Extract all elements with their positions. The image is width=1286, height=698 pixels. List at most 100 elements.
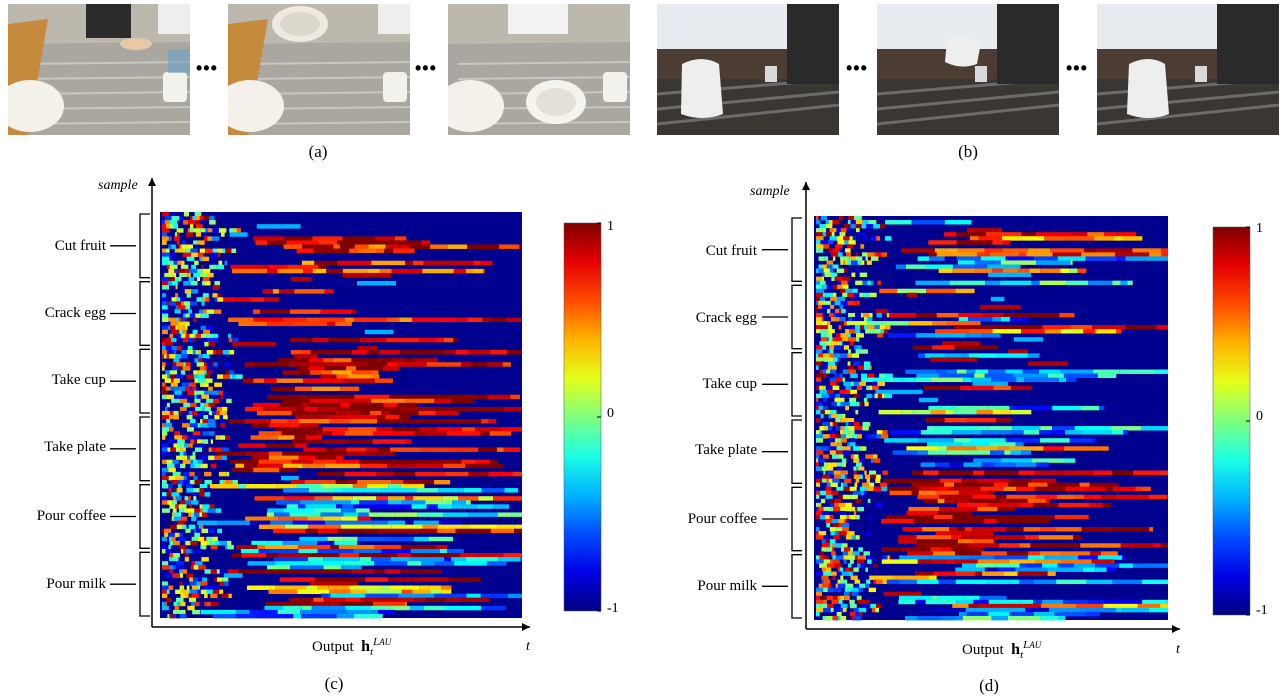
heatmap-cell [816,353,819,358]
heatmap-cell [920,462,936,467]
heatmap-cell [329,589,351,595]
heatmap-cell [172,366,179,371]
heatmap-cell [222,394,231,400]
heatmap-cell [979,304,1021,310]
heatmap-cell [858,587,864,593]
activation-streaks [816,216,1168,621]
heatmap-cell [949,462,964,467]
heatmap-cell [837,296,845,302]
group-bracket [139,281,150,346]
heatmap-cell [884,438,919,443]
heatmap-cell [1092,325,1126,330]
heatmap-cell [480,260,493,266]
heatmap-cell [222,447,229,452]
heatmap-cell [465,500,471,505]
heatmap-cell [207,419,216,424]
heatmap-cell [324,463,361,469]
heatmap-cell [167,325,171,331]
heatmap-cell [972,494,996,500]
heatmap-cell [216,569,220,574]
heatmap-cell [826,260,834,265]
heatmap-cell [166,589,170,595]
heatmap-cell [191,561,195,566]
heatmap-cell [834,543,842,548]
heatmap-cell [816,409,821,415]
heatmap-cell [829,381,837,387]
heatmap-cell [162,496,167,501]
heatmap-cell [204,236,208,241]
heatmap-cell [818,458,826,463]
heatmap-cell [346,415,377,420]
heatmap-cell [197,410,205,416]
heatmap-cell [849,567,854,572]
heatmap-cell [821,276,824,282]
heatmap-cell [840,353,848,358]
heatmap-cell [952,514,971,520]
heatmap-cell [267,565,291,570]
heatmap-cell [967,228,1003,233]
heatmap-cell [169,569,173,574]
heatmap-cell [841,523,850,528]
heatmap-cell [385,244,411,249]
heatmap-cell [1112,470,1121,475]
heatmap-cell [191,264,196,270]
heatmap-cell [425,500,453,505]
heatmap-cell [1125,325,1157,330]
heatmap-cell [832,284,838,290]
heatmap-cell [413,260,424,266]
heatmap-cell [1079,482,1090,488]
heatmap-cell [187,398,191,404]
heatmap-cell [848,551,853,556]
heatmap-cell [885,373,893,378]
heatmap-cell [167,439,171,444]
heatmap-cell [972,312,983,318]
group-bracket [139,484,150,549]
heatmap-cell [935,531,953,536]
heatmap-cell [337,240,351,245]
heatmap-cell [224,260,228,266]
heatmap-cell [831,519,839,524]
heatmap-cell [328,585,350,590]
heatmap-cell [870,474,877,479]
heatmap-cell [209,540,216,546]
heatmap-cell [377,504,412,509]
heatmap-cell [845,422,849,427]
heatmap-cell [162,386,166,392]
heatmap-cell [934,486,951,492]
heatmap-cell [200,609,237,615]
heatmap-cell [449,447,458,452]
heatmap-cell [415,471,446,477]
heatmap-cell [1069,268,1078,273]
heatmap-cell [371,370,379,375]
heatmap-cell [836,486,844,492]
heatmap-cell [486,561,507,566]
heatmap-cell [220,423,226,428]
heatmap-cell [830,531,835,536]
heatmap-cell [180,370,186,375]
heatmap-cell [339,601,374,607]
heatmap-cell [827,587,834,593]
heatmap-cell [978,236,1002,241]
heatmap-cell [375,358,392,363]
heatmap-cell [387,577,397,582]
heatmap-cell [1123,430,1129,435]
heatmap-cell [375,236,396,241]
heatmap-cell [212,293,218,298]
heatmap-cell [867,252,874,257]
heatmap-cell [167,447,171,452]
heatmap-cell [826,373,835,378]
heatmap-cell [169,553,174,558]
heatmap-cell [840,228,847,233]
heatmap-cell [889,490,912,496]
heatmap-cell [1104,599,1114,605]
heatmap-cell [312,236,343,241]
heatmap-cell [345,605,371,611]
ellipsis: ••• [196,58,218,78]
heatmap-cell [956,599,974,605]
heatmap-cell [830,498,835,504]
heatmap-cell [829,583,832,589]
heatmap-cell [1014,603,1041,609]
heatmap-cell [229,459,259,465]
heatmap-cell [192,228,201,233]
heatmap-cell [875,603,882,609]
